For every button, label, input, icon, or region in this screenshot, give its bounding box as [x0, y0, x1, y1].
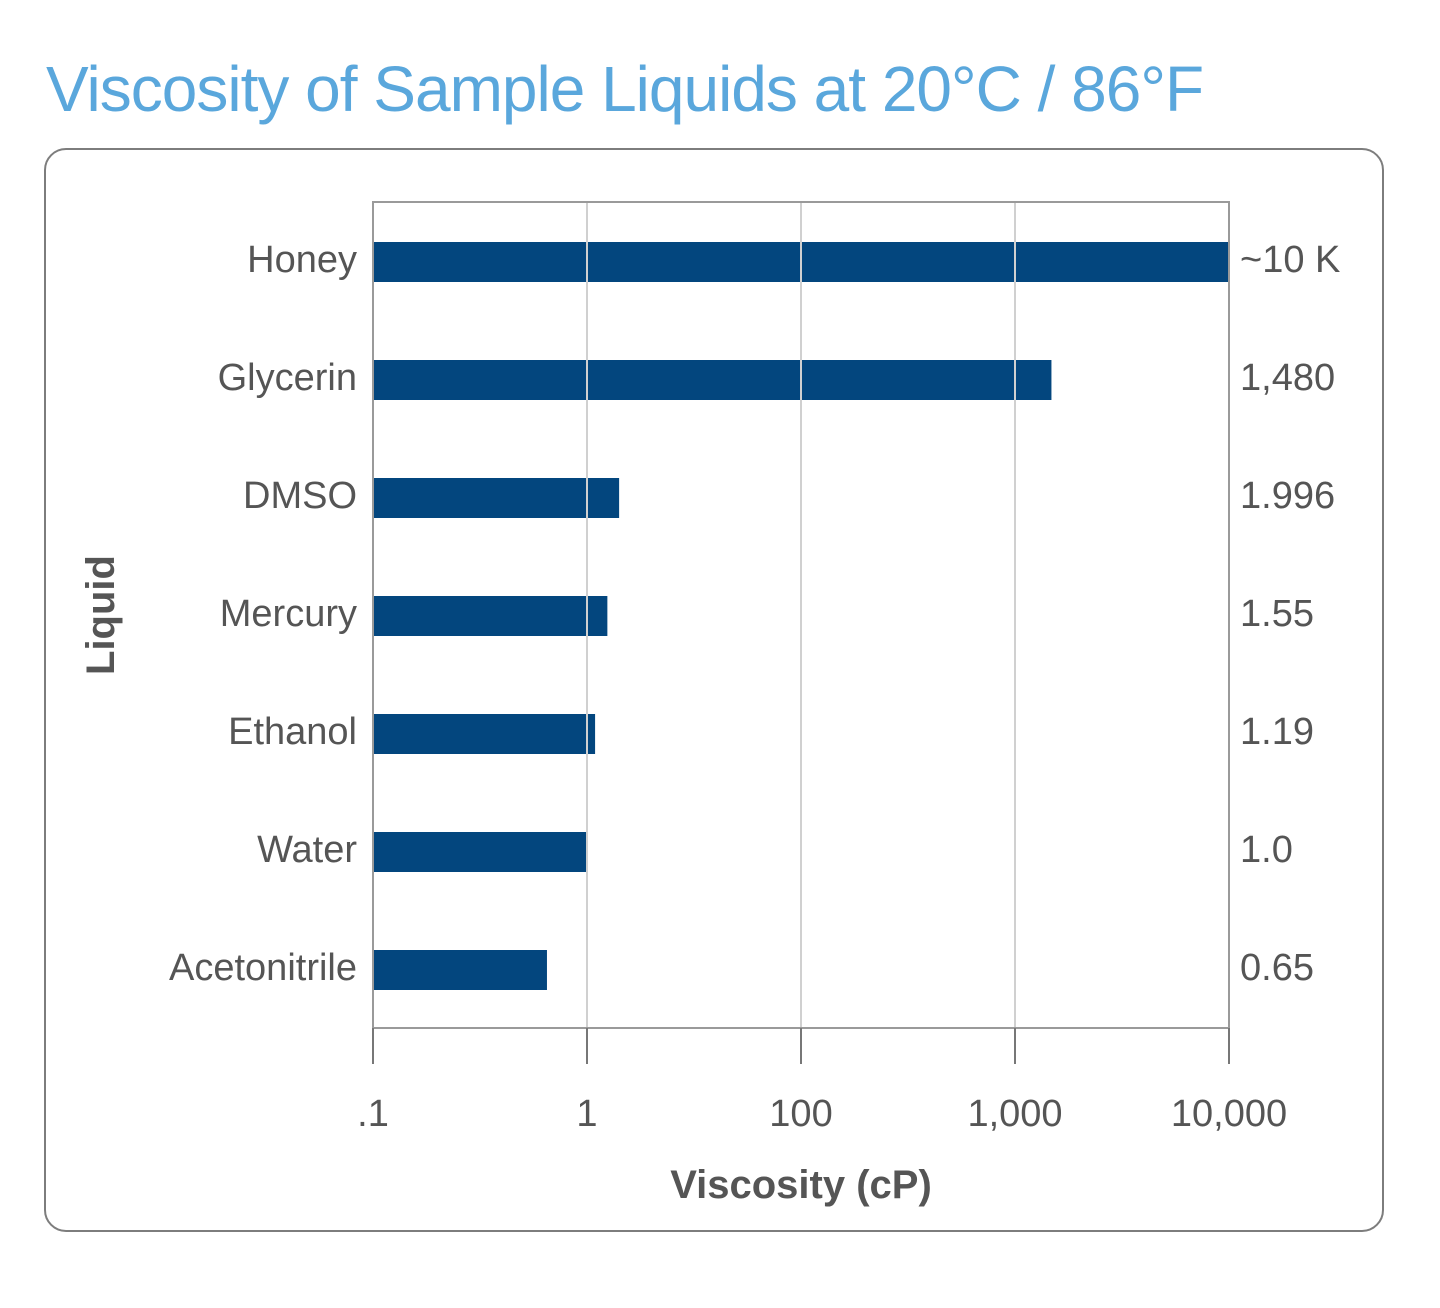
x-axis-label: Viscosity (cP) [670, 1163, 932, 1207]
chart-title: Viscosity of Sample Liquids at 20°C / 86… [46, 53, 1204, 125]
x-tick-label: 1,000 [967, 1093, 1062, 1135]
category-label: Acetonitrile [169, 947, 357, 989]
data-label: 1.19 [1240, 711, 1314, 753]
x-tick-label: 1 [576, 1093, 597, 1135]
data-label: 1,480 [1240, 357, 1335, 399]
bar-water [374, 832, 587, 872]
data-label: 1.0 [1240, 829, 1293, 871]
data-label: 0.65 [1240, 947, 1314, 989]
bar-acetonitrile [374, 950, 547, 990]
category-label: Mercury [220, 593, 357, 635]
y-axis-label: Liquid [79, 555, 123, 675]
x-tick-label: .1 [357, 1093, 389, 1135]
bar-glycerin [374, 360, 1052, 400]
bar-dmso [374, 478, 620, 518]
category-label: Glycerin [218, 357, 357, 399]
data-label: 1.55 [1240, 593, 1314, 635]
data-label: ~10 K [1240, 239, 1340, 281]
bar-ethanol [374, 714, 596, 754]
data-label: 1.996 [1240, 475, 1335, 517]
category-label: DMSO [243, 475, 357, 517]
bar-mercury [374, 596, 608, 636]
x-tick-label: 10,000 [1171, 1093, 1287, 1135]
x-tick-label: 100 [769, 1093, 832, 1135]
category-label: Honey [247, 239, 357, 281]
category-label: Ethanol [228, 711, 357, 753]
chart-frame [44, 148, 1384, 1232]
category-label: Water [257, 829, 357, 871]
